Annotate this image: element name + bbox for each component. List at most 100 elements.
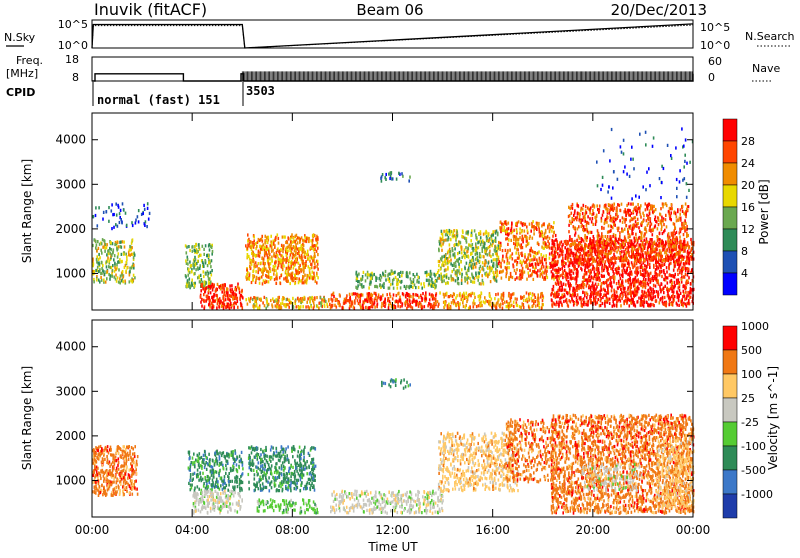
colorbar-tick-label: 25 — [741, 392, 755, 405]
data-region-7 — [381, 378, 411, 390]
colorbar-segment — [723, 494, 737, 518]
noise-panel: N.Sky 10^5 10^0 10^5 10^0 N.Search — [4, 18, 795, 52]
data-region-3 — [185, 243, 214, 290]
colorbar-segment — [723, 141, 737, 163]
data-region-1 — [92, 445, 138, 497]
colorbar-segment — [723, 119, 737, 141]
velocity-ylabel: Slant Range [km] — [20, 366, 34, 470]
data-region-8 — [438, 432, 519, 493]
data-region-9 — [380, 171, 411, 183]
x-tick-label: 00:00 — [676, 523, 711, 537]
colorbar-segment — [723, 470, 737, 494]
freq-left-tick-top: 18 — [65, 53, 79, 66]
nave-label: Nave — [752, 62, 780, 75]
data-region-15 — [596, 127, 693, 200]
y-tick-label: 2000 — [55, 429, 86, 443]
nave-comb — [242, 71, 692, 81]
y-tick-label: 4000 — [55, 340, 86, 354]
colorbar-tick-label: -25 — [741, 416, 759, 429]
y-tick-label: 4000 — [55, 133, 86, 147]
data-region-8 — [355, 269, 438, 290]
noise-left-tick-top: 10^5 — [58, 18, 88, 31]
colorbar-segment — [723, 185, 737, 207]
colorbar-segment — [723, 398, 737, 422]
noise-right-tick-bottom: 10^0 — [700, 39, 730, 52]
data-region-3 — [192, 489, 243, 514]
velocity-colorbar-label: Velocity [m s^-1] — [766, 366, 780, 470]
data-region-6 — [245, 296, 331, 310]
colorbar-segment — [723, 163, 737, 185]
station-title: Inuvik (fitACF) — [94, 0, 207, 19]
data-region-2 — [188, 449, 244, 492]
colorbar-tick-label: 500 — [741, 344, 762, 357]
colorbar-segment — [723, 374, 737, 398]
power-colorbar-label: Power [dB] — [757, 179, 771, 244]
y-tick-label: 3000 — [55, 384, 86, 398]
colorbar-tick-label: 24 — [741, 157, 755, 170]
x-tick-label: 12:00 — [375, 523, 410, 537]
data-region-9 — [505, 418, 556, 483]
colorbar-tick-label: 12 — [741, 223, 755, 236]
power-ylabel: Slant Range [km] — [20, 159, 34, 263]
beam-title: Beam 06 — [356, 1, 423, 19]
y-tick-label: 3000 — [55, 177, 86, 191]
colorbar-tick-label: -100 — [741, 440, 766, 453]
colorbar-tick-label: 28 — [741, 135, 755, 148]
colorbar-segment — [723, 446, 737, 470]
cpid-segment-2: 3503 — [246, 84, 275, 98]
data-region-4 — [200, 283, 244, 311]
frequency-series — [92, 71, 693, 81]
colorbar-tick-label: -1000 — [741, 488, 773, 501]
frequency-panel-frame — [92, 57, 693, 81]
noise-left-tick-bottom: 10^0 — [58, 39, 88, 52]
colorbar-tick-label: 4 — [741, 267, 748, 280]
frequency-line — [92, 74, 693, 81]
data-region-6 — [330, 490, 444, 515]
x-tick-label: 04:00 — [175, 523, 210, 537]
data-region-10 — [438, 229, 500, 286]
colorbar-segment — [723, 422, 737, 446]
velocity-scatter-data — [92, 378, 695, 515]
frequency-panel: Freq. [MHz] 18 8 60 0 Nave — [6, 53, 780, 84]
data-region-7 — [330, 291, 439, 310]
cpid-segment-1: normal (fast) 151 — [97, 93, 220, 107]
colorbar-tick-label: 8 — [741, 245, 748, 258]
colorbar-tick-label: 16 — [741, 201, 755, 214]
data-region-5 — [257, 498, 319, 514]
x-tick-label: 00:00 — [75, 523, 110, 537]
colorbar-segment — [723, 207, 737, 229]
data-region-11 — [438, 291, 544, 310]
noise-series — [92, 24, 693, 48]
data-region-1 — [92, 238, 136, 285]
colorbar-segment — [723, 326, 737, 350]
date-title: 20/Dec/2013 — [611, 1, 707, 19]
data-region-12 — [498, 220, 557, 281]
nave-right-tick-top: 60 — [708, 55, 722, 68]
data-region-14 — [568, 202, 690, 263]
power-colorbar: 4 8 12 16 20 24 28 — [723, 119, 755, 295]
cpid-panel: CPID normal (fast) 151 3503 — [6, 82, 275, 107]
x-tick-label: 08:00 — [275, 523, 310, 537]
colorbar-tick-label: 20 — [741, 179, 755, 192]
y-tick-label: 1000 — [55, 473, 86, 487]
nave-right-tick-bottom: 0 — [708, 71, 715, 84]
cpid-label: CPID — [6, 86, 35, 99]
data-region-2 — [93, 202, 151, 230]
noise-right-tick-top: 10^5 — [700, 21, 730, 34]
data-region-4 — [248, 445, 317, 492]
data-region-5 — [245, 233, 319, 285]
power-scatter-data — [92, 127, 694, 310]
colorbar-tick-label: 1000 — [741, 320, 769, 333]
colorbar-segment — [723, 229, 737, 251]
freq-label-line1: Freq. — [16, 54, 43, 67]
y-tick-label: 2000 — [55, 222, 86, 236]
velocity-panel: Slant Range [km] 1000 2000 3000 4000 00:00 0… — [20, 320, 780, 554]
x-tick-label: 20:00 — [576, 523, 611, 537]
x-tick-label: 16:00 — [475, 523, 510, 537]
y-tick-label: 1000 — [55, 266, 86, 280]
power-panel: Slant Range [km] 1000 2000 3000 4000 4 8 12 16… — [20, 113, 771, 310]
x-axis-label: Time UT — [367, 540, 418, 554]
noise-right-label: N.Search — [745, 30, 795, 43]
